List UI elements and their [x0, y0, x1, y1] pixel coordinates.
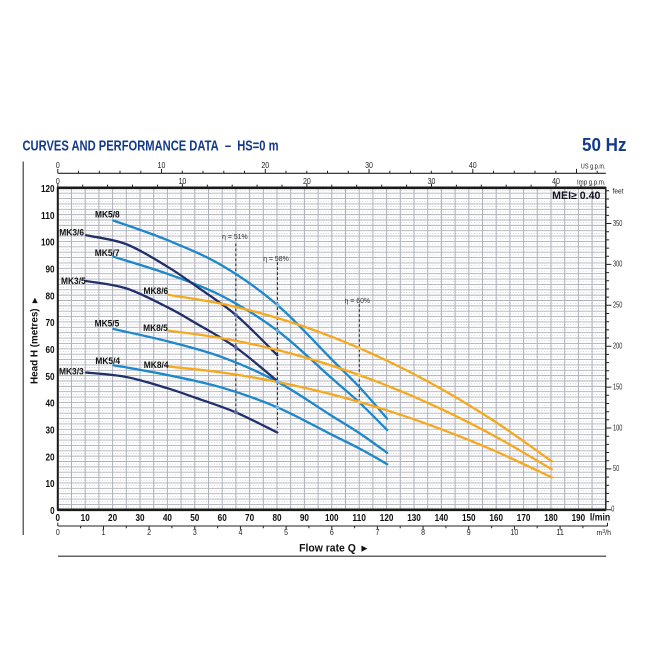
- svg-text:MK8/4: MK8/4: [144, 360, 170, 370]
- svg-text:l/min: l/min: [590, 512, 610, 523]
- svg-text:120: 120: [380, 513, 394, 524]
- svg-text:90: 90: [46, 265, 56, 276]
- svg-text:170: 170: [517, 513, 531, 524]
- svg-text:120: 120: [41, 184, 55, 195]
- svg-text:30: 30: [428, 177, 436, 186]
- svg-text:90: 90: [300, 513, 310, 524]
- svg-text:200: 200: [613, 342, 623, 351]
- svg-text:30: 30: [46, 426, 56, 437]
- svg-text:0: 0: [50, 506, 55, 517]
- svg-text:0: 0: [56, 161, 60, 170]
- svg-text:100: 100: [41, 238, 55, 249]
- svg-text:CURVES AND PERFORMANCE DATA –: CURVES AND PERFORMANCE DATA – HS=0 m: [23, 139, 279, 155]
- svg-text:40: 40: [46, 399, 56, 410]
- svg-text:50 Hz: 50 Hz: [582, 135, 627, 156]
- svg-text:10: 10: [46, 479, 56, 490]
- svg-text:110: 110: [352, 513, 366, 524]
- svg-text:20: 20: [46, 452, 56, 463]
- svg-text:2: 2: [147, 528, 151, 537]
- svg-text:30: 30: [135, 513, 145, 524]
- svg-text:80: 80: [46, 291, 56, 302]
- svg-text:100: 100: [613, 423, 623, 432]
- svg-text:250: 250: [613, 301, 623, 310]
- svg-text:30: 30: [365, 161, 373, 170]
- svg-text:10: 10: [511, 528, 519, 537]
- svg-text:190: 190: [572, 513, 586, 524]
- svg-text:η = 51%: η = 51%: [222, 234, 247, 241]
- svg-text:180: 180: [544, 513, 558, 524]
- svg-text:150: 150: [613, 382, 623, 391]
- svg-text:350: 350: [613, 219, 623, 228]
- svg-text:0: 0: [56, 177, 60, 186]
- svg-text:150: 150: [462, 513, 476, 524]
- svg-text:140: 140: [435, 513, 449, 524]
- svg-text:50: 50: [46, 372, 56, 383]
- svg-text:MK5/8: MK5/8: [95, 210, 120, 220]
- svg-text:20: 20: [261, 161, 269, 170]
- svg-text:80: 80: [272, 513, 282, 524]
- svg-text:1: 1: [102, 528, 106, 537]
- svg-text:0: 0: [611, 505, 614, 514]
- svg-text:0: 0: [56, 528, 60, 537]
- svg-text:MK8/5: MK8/5: [143, 323, 168, 333]
- svg-text:MK5/4: MK5/4: [95, 356, 121, 366]
- svg-text:η = 60%: η = 60%: [345, 298, 370, 305]
- svg-text:Flow rate Q ▸: Flow rate Q ▸: [299, 543, 367, 555]
- svg-text:4: 4: [238, 528, 242, 537]
- svg-text:MEI≥ 0.40: MEI≥ 0.40: [552, 190, 600, 202]
- svg-text:40: 40: [552, 177, 560, 186]
- svg-text:10: 10: [158, 161, 166, 170]
- svg-text:60: 60: [46, 345, 56, 356]
- svg-text:m3/h: m3/h: [597, 529, 612, 537]
- svg-text:6: 6: [330, 528, 334, 537]
- svg-text:50: 50: [190, 513, 200, 524]
- svg-text:20: 20: [108, 513, 118, 524]
- svg-text:MK3/3: MK3/3: [59, 367, 84, 377]
- svg-text:MK5/7: MK5/7: [95, 248, 120, 258]
- svg-text:3: 3: [193, 528, 197, 537]
- svg-text:MK5/5: MK5/5: [95, 318, 120, 328]
- svg-text:0: 0: [56, 513, 61, 524]
- svg-text:20: 20: [303, 177, 311, 186]
- svg-text:η = 58%: η = 58%: [263, 256, 288, 263]
- svg-text:300: 300: [613, 260, 623, 269]
- svg-text:Head H (metres) ▸: Head H (metres) ▸: [30, 297, 41, 384]
- svg-text:50: 50: [613, 464, 620, 473]
- svg-text:160: 160: [489, 513, 503, 524]
- svg-text:feet: feet: [613, 189, 624, 196]
- svg-text:100: 100: [325, 513, 339, 524]
- svg-text:MK8/6: MK8/6: [144, 286, 169, 296]
- svg-text:70: 70: [46, 318, 56, 329]
- svg-text:10: 10: [179, 177, 187, 186]
- svg-text:130: 130: [407, 513, 421, 524]
- svg-text:10: 10: [81, 513, 91, 524]
- svg-text:9: 9: [467, 528, 471, 537]
- svg-text:8: 8: [421, 528, 425, 537]
- svg-text:60: 60: [218, 513, 228, 524]
- svg-text:MK3/5: MK3/5: [61, 276, 86, 286]
- svg-text:11: 11: [556, 528, 564, 537]
- svg-text:US g.p.m.: US g.p.m.: [581, 164, 606, 171]
- svg-text:5: 5: [284, 528, 288, 537]
- svg-text:70: 70: [245, 513, 255, 524]
- svg-text:Imp g.p.m.: Imp g.p.m.: [577, 179, 606, 186]
- svg-text:110: 110: [41, 211, 55, 222]
- svg-text:7: 7: [375, 528, 379, 537]
- svg-text:40: 40: [469, 161, 477, 170]
- svg-text:MK3/6: MK3/6: [59, 228, 84, 238]
- svg-text:40: 40: [163, 513, 173, 524]
